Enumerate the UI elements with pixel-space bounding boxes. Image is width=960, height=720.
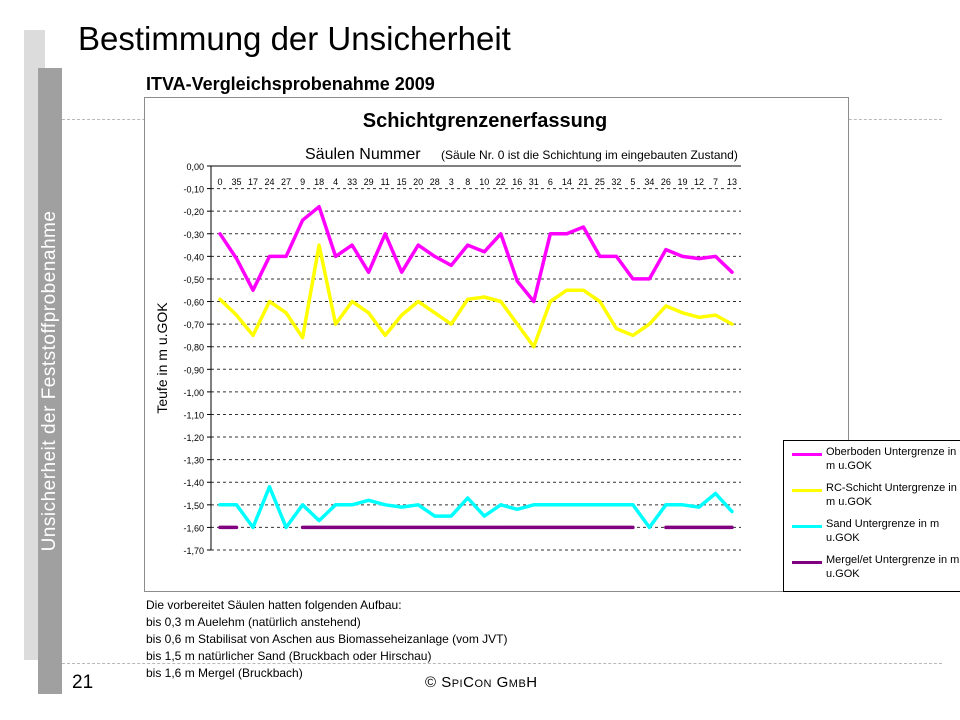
x-tick-label: 28 (430, 177, 440, 187)
y-tick-label: -0,90 (183, 365, 204, 375)
y-tick-label: 0,00 (186, 162, 204, 172)
x-tick-label: 5 (630, 177, 635, 187)
slide-subtitle: ITVA-Vergleichsprobenahme 2009 (146, 74, 435, 94)
x-tick-label: 34 (644, 177, 654, 187)
x-tick-label: 16 (512, 177, 522, 187)
x-tick-label: 31 (529, 177, 539, 187)
notes-block: Die vorbereitet Säulen hatten folgenden … (146, 597, 508, 682)
x-tick-label: 4 (333, 177, 338, 187)
slide-title: Bestimmung der Unsicherheit (78, 20, 511, 57)
x-tick-label: 15 (397, 177, 407, 187)
legend-item-oberboden: Oberboden Untergrenze in m u.GOK (790, 445, 960, 479)
x-tick-label: 21 (578, 177, 588, 187)
x-tick-label: 29 (364, 177, 374, 187)
x-tick-label: 0 (217, 177, 222, 187)
note-line: bis 1,6 m Mergel (Bruckbach) (146, 666, 303, 680)
x-tick-label: 9 (300, 177, 305, 187)
x-tick-label: 6 (548, 177, 553, 187)
y-tick-label: -0,60 (183, 298, 204, 308)
y-tick-label: -0,30 (183, 230, 204, 240)
note-line: Die vorbereitet Säulen hatten folgenden … (146, 598, 402, 612)
legend-label: Mergel/et Untergrenze in m u.GOK (826, 554, 960, 580)
legend-label: Sand Untergrenze in m u.GOK (826, 518, 940, 544)
y-tick-label: -1,10 (183, 410, 204, 420)
x-tick-label: 14 (562, 177, 572, 187)
y-tick-label: -0,10 (183, 185, 204, 195)
y-tick-label: -0,70 (183, 320, 204, 330)
x-tick-label: 27 (281, 177, 291, 187)
y-tick-label: -0,40 (183, 252, 204, 262)
series-line (218, 485, 734, 530)
x-tick-label: 26 (661, 177, 671, 187)
x-tick-label: 24 (265, 177, 275, 187)
x-axis-title: Säulen Nummer (305, 146, 421, 163)
x-axis-note: (Säule Nr. 0 ist die Schichtung im einge… (441, 148, 738, 162)
y-tick-label: -1,40 (183, 478, 204, 488)
x-tick-label: 17 (248, 177, 258, 187)
x-tick-label: 35 (232, 177, 242, 187)
page-number: 21 (72, 672, 94, 693)
legend-item-rc-schicht: RC-Schicht Untergrenze in m u.GOK (790, 481, 960, 515)
legend-swatch (792, 489, 822, 492)
copyright: © SpiCon GmbH (425, 674, 538, 691)
chart-canvas: Schichtgrenzenerfassung Säulen Nummer (Säu… (154, 110, 741, 556)
x-tick-label: 13 (727, 177, 737, 187)
x-tick-label: 11 (380, 177, 389, 187)
y-tick-label: -1,70 (183, 546, 204, 556)
x-tick-label: 32 (611, 177, 621, 187)
x-tick-label: 20 (413, 177, 423, 187)
y-tick-label: -1,00 (183, 388, 204, 398)
side-label: Unsicherheit der Feststoffprobenahme (39, 210, 60, 552)
x-tick-label: 10 (479, 177, 489, 187)
legend-swatch (792, 525, 822, 528)
note-line: bis 0,3 m Auelehm (natürlich anstehend) (146, 615, 361, 629)
y-tick-label: -1,30 (183, 456, 204, 466)
legend-item-mergel: Mergel/et Untergrenze in m u.GOK (790, 553, 960, 587)
legend-item-sand: Sand Untergrenze in m u.GOK (790, 517, 960, 551)
side-bar-dark (38, 68, 62, 694)
y-tick-label: -1,50 (183, 501, 204, 511)
x-tick-label: 18 (314, 177, 324, 187)
x-tick-label: 3 (449, 177, 454, 187)
y-tick-label: -0,80 (183, 343, 204, 353)
legend-swatch (792, 561, 822, 564)
y-tick-label: -0,50 (183, 275, 204, 285)
x-tick-label: 12 (694, 177, 704, 187)
x-tick-label: 7 (713, 177, 718, 187)
note-line: bis 0,6 m Stabilisat von Aschen aus Biom… (146, 632, 508, 646)
y-tick-label: -1,20 (183, 433, 204, 443)
chart-panel: Schichtgrenzenerfassung Säulen Nummer (Säu… (144, 97, 960, 592)
chart-legend: Oberboden Untergrenze in m u.GOK RC-Schic… (783, 440, 960, 592)
x-tick-label: 33 (347, 177, 357, 187)
y-axis-title: Teufe in m u.GOK (154, 302, 170, 414)
x-tick-label: 8 (465, 177, 470, 187)
x-tick-label: 19 (677, 177, 687, 187)
series-line (218, 204, 734, 304)
y-tick-label: -1,60 (183, 523, 204, 533)
y-tick-label: -0,20 (183, 207, 204, 217)
chart-title: Schichtgrenzenerfassung (363, 110, 608, 132)
note-line: bis 1,5 m natürlicher Sand (Bruckbach od… (146, 649, 432, 663)
legend-label: RC-Schicht Untergrenze in m u.GOK (826, 482, 957, 508)
series-line (218, 243, 734, 349)
x-tick-label: 25 (595, 177, 605, 187)
legend-label: Oberboden Untergrenze in m u.GOK (826, 446, 957, 472)
x-tick-label: 22 (496, 177, 506, 187)
dashed-divider-bottom (62, 663, 942, 664)
legend-swatch (792, 453, 822, 456)
